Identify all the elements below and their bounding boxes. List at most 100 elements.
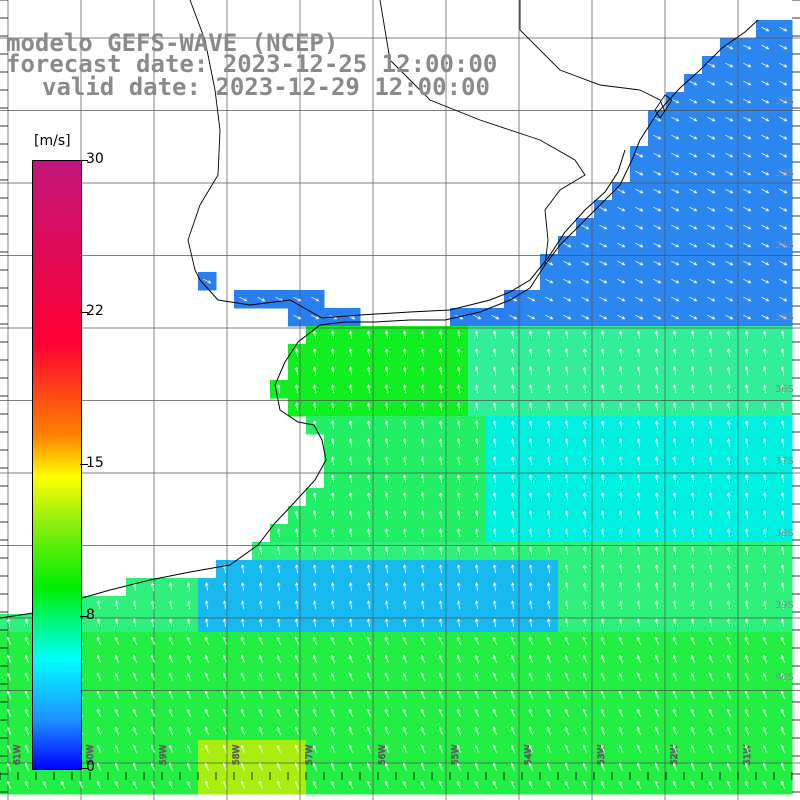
wind-arrow xyxy=(96,726,101,735)
wind-arrow xyxy=(312,636,317,645)
wind-arrow xyxy=(510,636,515,645)
wind-arrow xyxy=(691,618,695,628)
wind-arrow xyxy=(781,546,785,556)
wind-arrow xyxy=(348,690,353,699)
wind-arrow xyxy=(547,510,551,520)
wind-arrow xyxy=(168,654,173,663)
wind-arrow xyxy=(168,672,173,681)
wind-arrow xyxy=(457,330,461,340)
wind-arrow xyxy=(385,582,389,592)
wind-arrow xyxy=(707,242,716,248)
wind-arrow xyxy=(511,348,515,358)
wind-arrow xyxy=(618,780,623,789)
wind-arrow xyxy=(600,708,605,717)
wind-arrow xyxy=(529,402,533,412)
wind-arrow xyxy=(547,348,551,358)
wind-arrow xyxy=(781,510,785,520)
wind-arrow xyxy=(547,618,551,628)
wind-arrow xyxy=(492,636,497,645)
wind-arrow xyxy=(205,618,209,628)
wind-arrow xyxy=(619,330,623,340)
wind-arrow xyxy=(492,672,497,681)
wind-arrow xyxy=(726,780,731,789)
wind-arrow xyxy=(115,618,119,628)
wind-arrow xyxy=(421,546,425,556)
wind-arrow xyxy=(673,492,677,502)
wind-arrow xyxy=(780,672,785,681)
wind-arrow xyxy=(582,672,587,681)
wind-arrow xyxy=(763,474,767,484)
wind-arrow xyxy=(745,600,749,610)
wind-arrow xyxy=(331,582,335,592)
wind-arrow xyxy=(744,708,749,717)
wind-arrow xyxy=(114,762,119,771)
wind-arrow xyxy=(385,618,389,628)
wind-arrow xyxy=(493,384,497,394)
wind-arrow xyxy=(6,654,11,663)
wind-arrows xyxy=(6,26,788,789)
wind-arrow xyxy=(150,708,155,717)
wind-arrow xyxy=(474,744,479,753)
wind-arrow xyxy=(761,170,770,176)
wind-arrow xyxy=(547,492,551,502)
wind-arrow xyxy=(707,80,716,86)
wind-arrow xyxy=(744,780,749,789)
wind-arrow xyxy=(421,528,425,538)
wind-arrow xyxy=(421,420,425,430)
wind-arrow xyxy=(438,762,443,771)
wind-arrow xyxy=(132,672,137,681)
wind-arrow xyxy=(727,384,731,394)
wind-arrow xyxy=(671,296,680,302)
wind-arrow xyxy=(762,672,767,681)
wind-arrow xyxy=(709,420,713,430)
wind-arrow xyxy=(617,224,626,230)
wind-arrow xyxy=(583,420,587,430)
wind-arrow xyxy=(204,672,209,681)
wind-arrow xyxy=(779,260,788,266)
wind-arrow xyxy=(349,600,353,610)
wind-arrow xyxy=(295,348,299,358)
wind-arrow xyxy=(511,330,515,340)
wind-arrow xyxy=(744,672,749,681)
wind-arrow xyxy=(564,762,569,771)
wind-arrow xyxy=(671,206,680,212)
wind-arrow xyxy=(96,744,101,753)
wind-arrow xyxy=(619,384,623,394)
wind-arrow xyxy=(474,672,479,681)
wind-arrow xyxy=(367,600,371,610)
wind-arrow xyxy=(655,582,659,592)
wind-arrow xyxy=(599,242,608,248)
wind-arrow xyxy=(475,366,479,376)
wind-arrow xyxy=(745,402,749,412)
wind-arrow xyxy=(763,492,767,502)
colorbar-tick-line xyxy=(80,768,88,769)
wind-arrow xyxy=(709,564,713,574)
wind-arrow xyxy=(474,762,479,771)
wind-arrow xyxy=(403,420,407,430)
wind-arrow xyxy=(763,600,767,610)
wind-arrow xyxy=(673,348,677,358)
wind-arrow xyxy=(565,438,569,448)
wind-arrow xyxy=(402,672,407,681)
wind-arrow xyxy=(222,726,227,735)
forecast-date: forecast date: 2023-12-25 12:00:00 xyxy=(6,50,498,78)
wind-arrow xyxy=(493,582,497,592)
wind-arrow xyxy=(367,618,371,628)
wind-arrow xyxy=(691,528,695,538)
wind-arrow xyxy=(24,672,29,681)
wind-arrow xyxy=(421,582,425,592)
wind-arrow xyxy=(384,726,389,735)
wind-arrow xyxy=(509,296,518,302)
wind-arrow xyxy=(294,672,299,681)
wind-arrow xyxy=(42,780,47,789)
wind-arrow xyxy=(114,726,119,735)
lon-label: 51W xyxy=(743,745,753,765)
wind-arrow xyxy=(313,528,317,538)
wind-arrow xyxy=(493,366,497,376)
wind-arrow xyxy=(367,420,371,430)
wind-arrow xyxy=(709,348,713,358)
wind-arrow xyxy=(709,546,713,556)
wind-arrow xyxy=(403,330,407,340)
wind-arrow xyxy=(438,672,443,681)
wind-arrow xyxy=(529,528,533,538)
